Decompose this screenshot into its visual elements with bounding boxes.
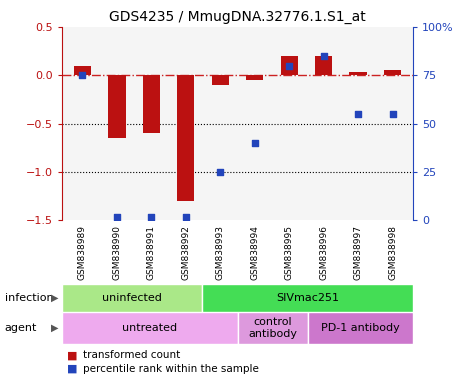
Title: GDS4235 / MmugDNA.32776.1.S1_at: GDS4235 / MmugDNA.32776.1.S1_at [109, 10, 366, 25]
Bar [212, 75, 229, 85]
Point [251, 140, 258, 146]
Bar [384, 70, 401, 75]
Point [389, 111, 396, 117]
Text: percentile rank within the sample: percentile rank within the sample [83, 364, 259, 374]
Text: ■: ■ [66, 364, 77, 374]
Bar [108, 75, 125, 138]
Bar [281, 56, 298, 75]
Point [182, 214, 190, 220]
Text: GSM838994: GSM838994 [250, 225, 259, 280]
Text: agent: agent [5, 323, 37, 333]
Point [113, 214, 121, 220]
Text: untreated: untreated [122, 323, 177, 333]
Text: GSM838997: GSM838997 [353, 225, 362, 280]
Bar [202, 284, 413, 312]
Bar [246, 75, 263, 80]
Text: SIVmac251: SIVmac251 [276, 293, 339, 303]
Text: GSM838995: GSM838995 [285, 225, 294, 280]
Point [148, 214, 155, 220]
Text: GSM838998: GSM838998 [388, 225, 397, 280]
Text: uninfected: uninfected [102, 293, 162, 303]
Bar [142, 75, 160, 133]
Text: control
antibody: control antibody [248, 317, 297, 339]
Text: GSM838993: GSM838993 [216, 225, 225, 280]
Point [320, 53, 327, 59]
Bar [62, 312, 238, 344]
Bar [177, 75, 194, 201]
Bar [238, 312, 308, 344]
Text: GSM838992: GSM838992 [181, 225, 190, 280]
Point [354, 111, 362, 117]
Bar [62, 284, 202, 312]
Text: GSM838990: GSM838990 [113, 225, 122, 280]
Bar [315, 56, 332, 75]
Bar [350, 72, 367, 75]
Text: GSM838991: GSM838991 [147, 225, 156, 280]
Text: transformed count: transformed count [83, 350, 180, 360]
Text: ▶: ▶ [51, 323, 58, 333]
Bar [308, 312, 413, 344]
Text: PD-1 antibody: PD-1 antibody [321, 323, 400, 333]
Point [217, 169, 224, 175]
Point [79, 72, 86, 78]
Text: GSM838996: GSM838996 [319, 225, 328, 280]
Text: ▶: ▶ [51, 293, 58, 303]
Bar [74, 66, 91, 75]
Point [285, 63, 293, 69]
Text: infection: infection [5, 293, 53, 303]
Text: GSM838989: GSM838989 [78, 225, 87, 280]
Text: ■: ■ [66, 350, 77, 360]
